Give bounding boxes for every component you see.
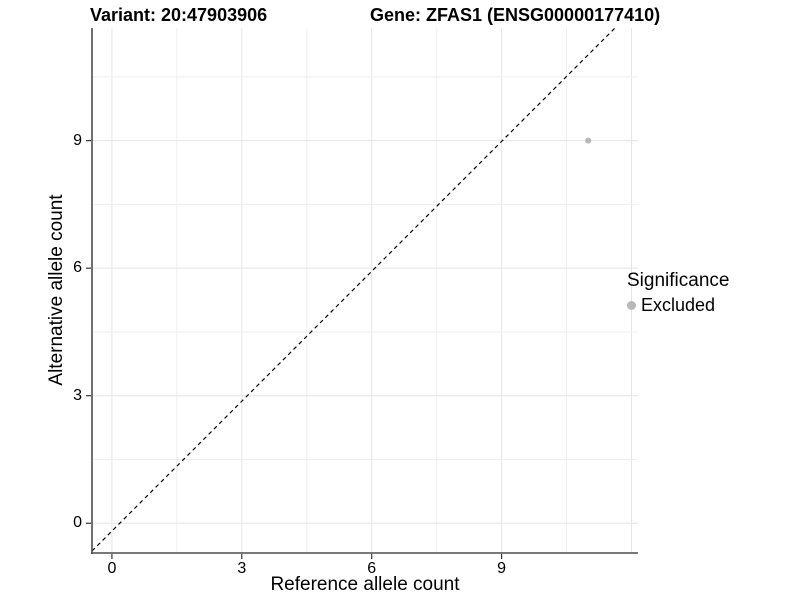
- x-tick-label: 6: [367, 560, 377, 577]
- variant-title: Variant: 20:47903906: [90, 5, 268, 25]
- y-axis-title: Alternative allele count: [46, 194, 67, 386]
- legend-title: Significance: [627, 270, 730, 291]
- y-tick-label: 9: [73, 131, 82, 149]
- identity-line: [91, 27, 616, 552]
- x-axis-title: Reference allele count: [270, 574, 460, 595]
- data-point: [585, 137, 592, 144]
- legend: Significance Excluded: [627, 270, 729, 316]
- excluded-point-swatch: [627, 301, 636, 310]
- x-tick-label: 0: [107, 560, 117, 577]
- y-tick-label: 0: [73, 514, 82, 532]
- gene-title: Gene: ZFAS1 (ENSG00000177410): [370, 5, 661, 25]
- y-tick-label: 6: [73, 259, 82, 277]
- x-tick-label: 9: [497, 560, 507, 577]
- legend-item-excluded: Excluded: [627, 295, 729, 316]
- legend-item-label: Excluded: [641, 295, 716, 315]
- y-tick-label: 3: [73, 386, 82, 404]
- x-tick-label: 3: [237, 560, 247, 577]
